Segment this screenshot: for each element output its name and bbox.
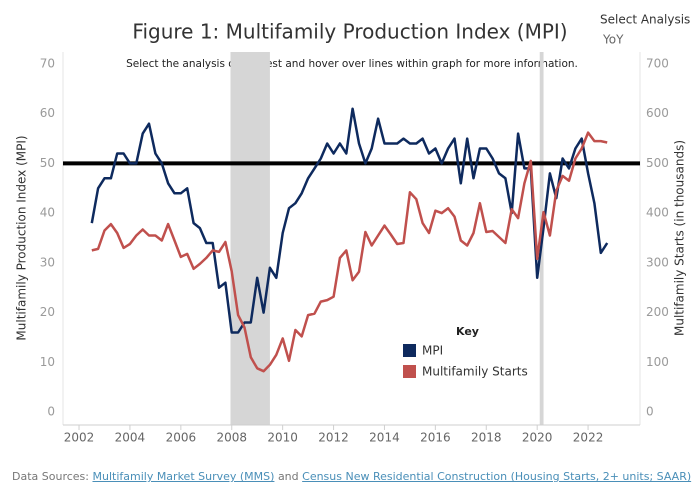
y-tick-label: 0 <box>47 405 55 419</box>
control-label: Select Analysis <box>600 13 690 27</box>
y-tick-label: 30 <box>40 255 55 269</box>
y2-tick-label: 200 <box>646 305 669 319</box>
y-tick-label: 60 <box>40 106 55 120</box>
x-tick-label: 2010 <box>267 431 298 445</box>
x-tick-label: 2022 <box>573 431 604 445</box>
recession-band <box>230 52 270 425</box>
legend-title: Key <box>456 325 479 338</box>
y2-tick-label: 400 <box>646 206 669 220</box>
source-link[interactable]: Census New Residential Construction (Hou… <box>302 470 692 483</box>
chart-title: Figure 1: Multifamily Production Index (… <box>132 20 567 44</box>
y2-axis-title: Multifamily Starts (in thousands) <box>673 140 687 336</box>
chart-subtitle: Select the analysis of interest and hove… <box>126 58 578 70</box>
x-tick-label: 2006 <box>166 431 197 445</box>
y-axis-title: Multifamily Production Index (MPI) <box>15 135 29 340</box>
series-line <box>90 107 609 334</box>
legend-label: MPI <box>422 344 443 358</box>
x-tick-label: 2002 <box>64 431 95 445</box>
y2-tick-label: 100 <box>646 355 669 369</box>
y2-tick-label: 300 <box>646 255 669 269</box>
legend-swatch <box>403 344 416 357</box>
x-tick-label: 2016 <box>420 431 451 445</box>
control-value[interactable]: YoY <box>602 33 624 47</box>
legend-swatch <box>403 365 416 378</box>
y-tick-label: 10 <box>40 355 55 369</box>
x-tick-label: 2014 <box>369 431 400 445</box>
x-tick-label: 2008 <box>216 431 247 445</box>
y2-tick-label: 700 <box>646 57 669 71</box>
y2-tick-label: 500 <box>646 156 669 170</box>
x-tick-label: 2004 <box>115 431 146 445</box>
y2-tick-label: 0 <box>646 405 654 419</box>
y2-tick-label: 600 <box>646 106 669 120</box>
footer: Data Sources: Multifamily Market Survey … <box>12 470 691 483</box>
footer-joiner: and <box>277 470 299 483</box>
y-tick-label: 70 <box>40 57 55 71</box>
footer-prefix: Data Sources: <box>12 470 89 483</box>
y-tick-label: 50 <box>40 156 55 170</box>
x-tick-label: 2012 <box>318 431 349 445</box>
legend-label: Multifamily Starts <box>422 365 528 379</box>
y-tick-label: 20 <box>40 305 55 319</box>
y-tick-label: 40 <box>40 206 55 220</box>
x-tick-label: 2018 <box>471 431 502 445</box>
x-tick-label: 2020 <box>522 431 553 445</box>
series-line <box>91 131 608 373</box>
source-link[interactable]: Multifamily Market Survey (MMS) <box>92 470 275 483</box>
